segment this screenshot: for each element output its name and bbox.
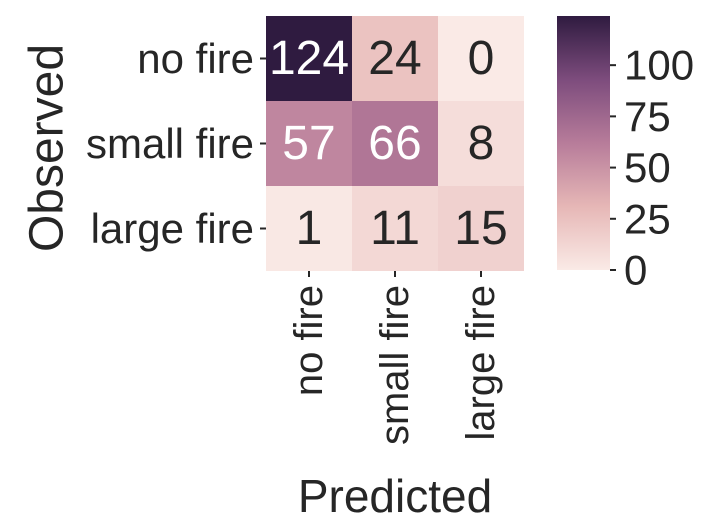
colorbar-tick-label: 75 [624,93,671,140]
y-tick-label: large fire [91,205,254,252]
heatmap-cell-large-fire-no-fire [266,186,352,271]
cell-value-label: 57 [282,117,335,170]
heatmap-cell-small-fire-no-fire [266,101,352,186]
heatmap-cells [266,16,524,271]
colorbar-tick-label: 100 [624,42,694,89]
x-tick-label: no fire [287,285,331,396]
y-axis-ticks: no fire small fire large fire [86,35,266,252]
x-tick-label: small fire [373,285,417,445]
heatmap-cell-labels: 124 24 057 66 81 11 15 [269,32,508,255]
colorbar [557,16,610,270]
cell-value-label: 24 [368,32,421,85]
cell-value-label: 8 [468,117,495,170]
heatmap-cell-no-fire-no-fire [266,16,352,101]
y-axis-label: Observed [21,44,74,252]
colorbar-tick-label: 25 [624,195,671,242]
heatmap-cell-large-fire-small-fire [352,186,438,271]
colorbar-tick-label: 50 [624,144,671,191]
heatmap-cell-small-fire-large-fire [438,101,524,186]
colorbar-tick-label: 0 [624,247,647,294]
x-tick-label: large fire [459,285,503,441]
cell-value-label: 66 [368,117,421,170]
heatmap-cell-large-fire-large-fire [438,186,524,271]
heatmap-cell-no-fire-small-fire [352,16,438,101]
cell-value-label: 11 [370,202,420,255]
cell-value-label: 124 [269,32,349,85]
x-axis-ticks: no fire small fire large fire [287,271,503,445]
cell-value-label: 15 [454,202,507,255]
cell-value-label: 1 [296,202,323,255]
y-tick-label: small fire [86,120,254,167]
heatmap-cell-no-fire-large-fire [438,16,524,101]
x-axis-label: Predicted [298,470,492,522]
cell-value-label: 0 [468,32,495,85]
heatmap-cell-small-fire-small-fire [352,101,438,186]
y-tick-label: no fire [137,35,254,82]
